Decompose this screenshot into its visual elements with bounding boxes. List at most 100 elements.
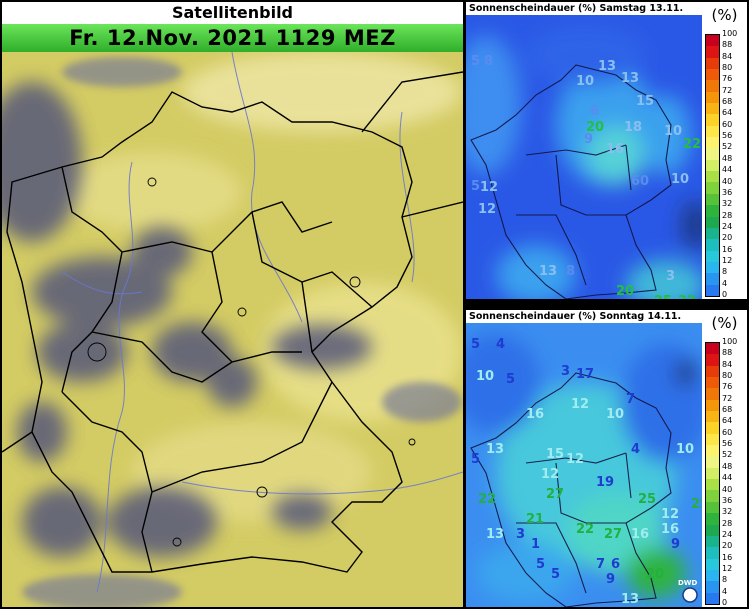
- sat-value: 12: [480, 180, 498, 195]
- legend-label: 12: [722, 563, 733, 573]
- sun-value: 15: [546, 447, 564, 462]
- legend-label: 24: [722, 529, 733, 539]
- legend-label: 56: [722, 131, 733, 141]
- legend-label: 16: [722, 244, 733, 254]
- legend-label: 80: [722, 371, 733, 381]
- sat-value: 8: [566, 264, 575, 279]
- sat-value: 20: [616, 284, 634, 299]
- legend-label: 36: [722, 495, 733, 505]
- sat-value: 5: [471, 179, 480, 194]
- legend-swatch: [706, 467, 719, 480]
- sun-value: 16: [661, 522, 679, 537]
- sat-value: 10: [576, 74, 594, 89]
- legend-swatch: [706, 205, 719, 217]
- sun-value: 5: [536, 557, 545, 572]
- sun-value: 20: [646, 567, 664, 582]
- satellite-timestamp: Fr. 12.Nov. 2021 1129 MEZ: [2, 24, 463, 52]
- sat-value: 12: [478, 202, 496, 217]
- legend-label: 64: [722, 416, 733, 426]
- saturday-numbers: 5 8 13 13 10 15 20 18 16 10 22 12 12 10 …: [471, 54, 701, 299]
- legend-swatch: [706, 354, 719, 366]
- legend-swatch: [706, 422, 719, 434]
- forecast-panel-saturday: 5 8 13 13 10 15 20 18 16 10 22 12 12 10 …: [466, 2, 747, 299]
- dwd-label: DWD: [678, 579, 698, 587]
- legend-swatch: [706, 513, 719, 525]
- legend-unit: (%): [711, 314, 738, 332]
- legend-label: 0: [722, 290, 728, 299]
- legend-swatch: [706, 103, 719, 115]
- legend-label: 4: [722, 278, 728, 288]
- legend-label: 40: [722, 176, 733, 186]
- legend-swatch: [706, 46, 719, 58]
- legend-swatch: [706, 273, 719, 285]
- sun-value: 13: [621, 592, 639, 607]
- sat-value: 16: [606, 142, 624, 157]
- legend-label: 12: [722, 255, 733, 265]
- sat-value: 13: [621, 71, 639, 86]
- legend-swatch: [706, 91, 719, 104]
- sun-value: 27: [604, 527, 622, 542]
- legend-label: 80: [722, 63, 733, 73]
- legend-swatch: [706, 35, 719, 47]
- legend-swatch: [706, 558, 719, 570]
- legend-label: 88: [722, 348, 733, 358]
- legend-label: 72: [722, 393, 733, 403]
- legend-label: 100: [722, 29, 738, 38]
- legend-label: 88: [722, 40, 733, 50]
- legend-swatch: [706, 433, 719, 446]
- legend-label: 8: [722, 575, 728, 585]
- legend-label: 44: [722, 473, 733, 483]
- legend-label: 44: [722, 165, 733, 175]
- sun-value: 7: [596, 557, 605, 572]
- sun-value: 10: [676, 442, 694, 457]
- legend-swatch: [706, 148, 719, 160]
- legend-swatch: [706, 80, 719, 92]
- legend-swatch: [706, 445, 719, 457]
- sun-value: 19: [596, 475, 614, 490]
- legend-swatch: [706, 57, 719, 70]
- sun-value: 5: [471, 452, 480, 467]
- sun-value: 1: [531, 537, 540, 552]
- legend-swatch: [706, 524, 719, 536]
- sun-value: 16: [631, 527, 649, 542]
- legend-swatch: [706, 284, 719, 296]
- legend-label: 4: [722, 586, 728, 596]
- satellite-title: Satellitenbild: [2, 2, 463, 24]
- sun-value: 10: [476, 369, 494, 384]
- sun-value: 12: [571, 397, 589, 412]
- sat-value: 10: [664, 124, 682, 139]
- legend-swatch: [706, 171, 719, 183]
- legend-swatch: [706, 137, 719, 149]
- sat-value: 18: [624, 120, 642, 135]
- satellite-map: [2, 52, 463, 607]
- legend-label: 60: [722, 427, 733, 437]
- legend-label: 48: [722, 461, 733, 471]
- sun-value: 22: [478, 492, 496, 507]
- legend-colorbar: [705, 342, 720, 605]
- forecast-panel-sunday: 5 4 10 5 3 17 16 12 7 10 10 5 13 15 12 1…: [466, 310, 747, 607]
- sun-value: 3: [561, 364, 570, 379]
- sun-value: 3: [516, 527, 525, 542]
- legend-swatch: [706, 250, 719, 262]
- sun-value: 9: [671, 537, 680, 552]
- sun-value: 25: [691, 497, 702, 512]
- legend-swatch: [706, 490, 719, 502]
- sun-value: 13: [486, 442, 504, 457]
- legend-swatch: [706, 69, 719, 81]
- legend-swatch: [706, 479, 719, 491]
- sat-value: 15: [636, 94, 654, 109]
- sun-value: 4: [631, 442, 640, 457]
- legend-swatch: [706, 182, 719, 194]
- sat-value: 6: [590, 104, 599, 119]
- legend-unit: (%): [711, 6, 738, 24]
- legend-label: 16: [722, 552, 733, 562]
- legend-swatch: [706, 569, 719, 582]
- sat-value: 20: [586, 120, 604, 135]
- legend-swatch: [706, 411, 719, 423]
- sun-value: 6: [611, 557, 620, 572]
- sat-value: 60: [631, 174, 649, 189]
- sat-value: 22: [683, 137, 701, 152]
- legend-swatch: [706, 159, 719, 172]
- legend-label: 28: [722, 210, 733, 220]
- legend-label: 36: [722, 187, 733, 197]
